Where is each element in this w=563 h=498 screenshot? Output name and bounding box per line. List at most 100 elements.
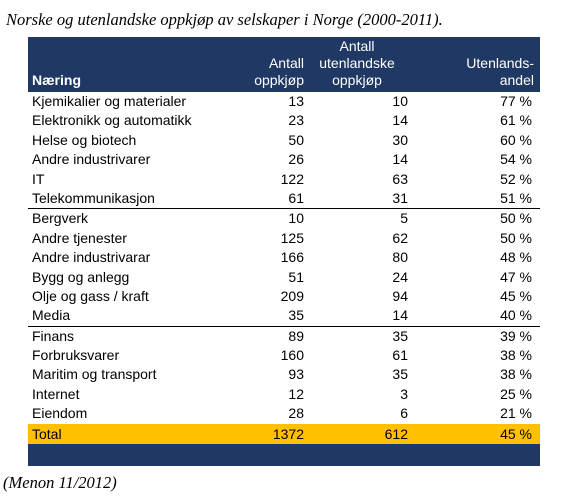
row-naering: Bygg og anlegg xyxy=(32,268,130,285)
row-utenlandske: 30 xyxy=(392,131,408,148)
row-andel: 61 % xyxy=(500,112,532,129)
table-row: IT 122 63 52 % xyxy=(28,170,540,189)
row-naering: Andre industrivarar xyxy=(32,249,151,266)
table-row: Andre tjenester 125 62 50 % xyxy=(28,229,540,248)
row-antall: 35 xyxy=(288,307,304,324)
row-andel: 25 % xyxy=(500,385,532,402)
table-row: Helse og biotech 50 30 60 % xyxy=(28,131,540,150)
table-row: Telekommunikasjon 61 31 51 % xyxy=(28,189,540,208)
source-note: (Menon 11/2012) xyxy=(3,473,117,492)
row-naering: Media xyxy=(32,307,71,324)
total-andel: 45 % xyxy=(500,425,532,442)
total-row: Total 1372 612 45 % xyxy=(28,423,540,444)
row-utenlandske: 14 xyxy=(392,151,408,168)
table-footer-bar xyxy=(28,443,540,466)
row-utenlandske: 94 xyxy=(392,287,408,304)
header-andel-line1: Utenlands- xyxy=(466,55,534,71)
row-antall: 10 xyxy=(288,210,304,227)
row-utenlandske: 6 xyxy=(400,405,408,422)
table-row: Bygg og anlegg 51 24 47 % xyxy=(28,268,540,287)
row-utenlandske: 80 xyxy=(392,249,408,266)
header-utenlandske-line1: Antall xyxy=(339,38,375,54)
row-antall: 122 xyxy=(280,170,304,187)
row-utenlandske: 14 xyxy=(392,307,408,324)
header-antall-line2: oppkjøp xyxy=(254,72,304,88)
group-separator xyxy=(28,208,540,210)
row-naering: Maritim og transport xyxy=(32,366,157,383)
row-naering: Kjemikalier og materialer xyxy=(32,93,187,109)
header-naering: Næring xyxy=(32,72,81,88)
acquisitions-table: Næring Antall oppkjøp Antall utenlandske… xyxy=(28,37,540,466)
row-naering: Telekommunikasjon xyxy=(32,189,155,206)
row-antall: 125 xyxy=(280,229,304,246)
header-antall-oppkjop: Antall oppkjøp xyxy=(254,55,304,89)
table-row: Bergverk 10 5 50 % xyxy=(28,209,540,228)
row-naering: Finans xyxy=(32,327,75,344)
row-antall: 89 xyxy=(288,327,304,344)
row-antall: 160 xyxy=(280,347,304,364)
row-naering: Internet xyxy=(32,385,80,402)
header-utenlandske-line3: oppkjøp xyxy=(332,72,382,88)
row-andel: 38 % xyxy=(500,347,532,364)
table-body: Kjemikalier og materialer 13 10 77 % Elektro… xyxy=(28,92,540,424)
total-label: Total xyxy=(32,425,62,442)
header-utenlandske-line2: utenlandske xyxy=(319,55,395,71)
row-antall: 12 xyxy=(288,385,304,402)
row-andel: 77 % xyxy=(500,93,532,109)
row-utenlandske: 63 xyxy=(392,170,408,187)
group-separator xyxy=(28,325,540,327)
row-naering: Elektronikk og automatikk xyxy=(32,112,192,129)
row-utenlandske: 24 xyxy=(392,268,408,285)
row-naering: Bergverk xyxy=(32,210,89,227)
table-row: Eiendom 28 6 21 % xyxy=(28,404,540,423)
row-andel: 48 % xyxy=(500,249,532,266)
row-utenlandske: 35 xyxy=(392,366,408,383)
row-antall: 61 xyxy=(288,189,304,206)
header-utenlandsandel: Utenlands- andel xyxy=(466,55,534,89)
row-antall: 209 xyxy=(280,287,304,304)
header-antall-line1: Antall xyxy=(268,55,304,71)
row-andel: 51 % xyxy=(500,189,532,206)
row-andel: 21 % xyxy=(500,405,532,422)
total-antall: 1372 xyxy=(272,425,304,442)
row-antall: 51 xyxy=(288,268,304,285)
row-naering: Olje og gass / kraft xyxy=(32,287,149,304)
table-row: Maritim og transport 93 35 38 % xyxy=(28,365,540,384)
row-naering: Helse og biotech xyxy=(32,131,137,148)
row-utenlandske: 5 xyxy=(400,210,408,227)
row-andel: 50 % xyxy=(500,210,532,227)
row-naering: Andre industrivarer xyxy=(32,151,151,168)
row-utenlandske: 35 xyxy=(392,327,408,344)
table-row: Forbruksvarer 160 61 38 % xyxy=(28,346,540,365)
row-utenlandske: 62 xyxy=(392,229,408,246)
header-utenlandske-oppkjop: Antall utenlandske oppkjøp xyxy=(304,38,410,89)
row-andel: 40 % xyxy=(500,307,532,324)
row-utenlandske: 61 xyxy=(392,347,408,364)
table-row: Media 35 14 40 % xyxy=(28,306,540,325)
row-andel: 39 % xyxy=(500,327,532,344)
table-row: Andre industrivarar 166 80 48 % xyxy=(28,248,540,267)
table-row: Internet 12 3 25 % xyxy=(28,385,540,404)
row-antall: 26 xyxy=(288,151,304,168)
row-andel: 50 % xyxy=(500,229,532,246)
row-naering: Andre tjenester xyxy=(32,229,127,246)
row-andel: 45 % xyxy=(500,287,532,304)
row-andel: 54 % xyxy=(500,151,532,168)
row-andel: 52 % xyxy=(500,170,532,187)
row-andel: 38 % xyxy=(500,366,532,383)
table-caption: Norske og utenlandske oppkjøp av selskap… xyxy=(6,10,443,29)
table-row: Olje og gass / kraft 209 94 45 % xyxy=(28,287,540,306)
row-antall: 28 xyxy=(288,405,304,422)
row-naering: Forbruksvarer xyxy=(32,347,120,364)
row-antall: 50 xyxy=(288,131,304,148)
row-antall: 23 xyxy=(288,112,304,129)
total-utenlandske: 612 xyxy=(384,425,408,442)
row-antall: 93 xyxy=(288,366,304,383)
table-header: Næring Antall oppkjøp Antall utenlandske… xyxy=(28,37,540,92)
table-row: Kjemikalier og materialer 13 10 77 % xyxy=(28,92,540,111)
table-row: Elektronikk og automatikk 23 14 61 % xyxy=(28,111,540,130)
row-antall: 13 xyxy=(288,93,304,109)
table-row: Andre industrivarer 26 14 54 % xyxy=(28,150,540,169)
row-utenlandske: 3 xyxy=(400,385,408,402)
row-utenlandske: 31 xyxy=(392,189,408,206)
